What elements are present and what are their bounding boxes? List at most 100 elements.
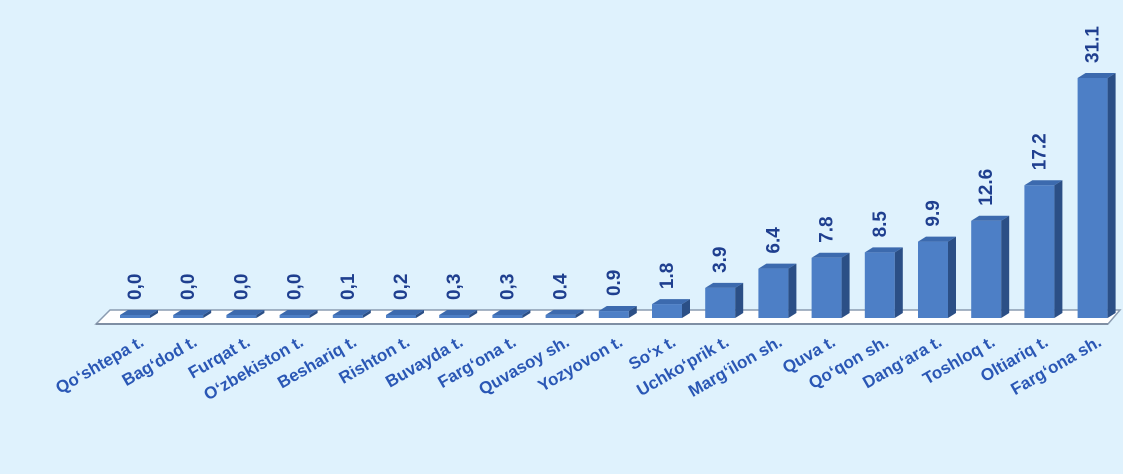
bar-side	[150, 310, 158, 318]
bar-front	[386, 315, 416, 318]
bar-front	[652, 304, 682, 318]
bar	[332, 310, 371, 318]
bar-front	[705, 287, 736, 318]
bar-front	[864, 252, 895, 318]
bar-side	[1054, 180, 1063, 318]
bar-side	[469, 310, 478, 318]
bar	[120, 310, 158, 318]
bar-top	[120, 310, 158, 315]
category-labels-group: Qo‘shtepa t.Bag‘dod t.Furqat t.O‘zbekist…	[52, 332, 1104, 404]
bar-side	[575, 309, 584, 318]
bar-top	[1077, 73, 1116, 78]
bar	[1024, 180, 1063, 318]
bar-top	[652, 299, 690, 305]
bar-front	[598, 311, 629, 318]
bar-side	[788, 263, 797, 318]
bar	[705, 282, 744, 318]
bar-front	[279, 315, 310, 318]
bar	[811, 252, 850, 318]
bar-side	[894, 247, 903, 318]
bar-top	[439, 310, 478, 315]
value-label: 0,0	[231, 274, 252, 300]
bar-side	[735, 282, 744, 318]
bar-top	[1024, 180, 1063, 186]
bar-top	[811, 252, 850, 258]
bar-top	[173, 310, 212, 315]
bar-front	[173, 315, 204, 318]
bar-side	[362, 310, 371, 318]
bar-side	[628, 306, 637, 318]
bar-top	[864, 247, 903, 253]
category-label: Farg‘ona sh.	[1008, 332, 1105, 399]
bar	[439, 310, 478, 318]
value-label: 7.8	[817, 216, 838, 242]
bar-side	[522, 310, 531, 318]
bar-top	[492, 310, 531, 315]
bar-side	[682, 299, 690, 318]
bars-group	[120, 73, 1116, 318]
bar	[652, 299, 690, 318]
value-label: 0.4	[551, 273, 572, 300]
bar-top	[386, 310, 424, 315]
bar-side	[309, 310, 318, 318]
bar	[918, 236, 956, 318]
value-label: 0,3	[444, 274, 465, 300]
value-label: 0,0	[125, 274, 146, 300]
value-label: 12.6	[976, 169, 997, 206]
bar	[971, 215, 1010, 318]
bar	[173, 310, 212, 318]
bar-top	[705, 282, 744, 288]
bar-front	[1077, 78, 1108, 318]
bar	[864, 247, 903, 318]
bar-front	[1024, 185, 1055, 318]
bar-side	[841, 252, 850, 318]
bar-top	[598, 306, 637, 312]
value-label: 0,2	[391, 274, 412, 300]
value-label: 0,3	[497, 274, 518, 300]
value-label: 8.5	[870, 211, 891, 238]
value-label: 31.1	[1083, 26, 1104, 63]
bar-front	[120, 315, 150, 318]
bar	[1077, 73, 1116, 318]
bar-front	[226, 315, 257, 318]
value-label: 0,1	[338, 273, 359, 300]
bar-top	[758, 263, 797, 269]
bar-top	[279, 310, 318, 315]
bar	[492, 310, 531, 318]
value-label: 0.9	[604, 270, 625, 296]
bar-front	[545, 314, 576, 318]
bar-front	[918, 241, 948, 318]
bar	[758, 263, 797, 318]
bar-side	[256, 310, 265, 318]
value-label: 0,0	[178, 274, 199, 300]
value-label: 9.9	[923, 200, 944, 226]
value-label: 3.9	[710, 246, 731, 272]
bar-front	[332, 315, 363, 318]
bar	[226, 310, 265, 318]
bar	[386, 310, 424, 318]
bar-side	[203, 310, 212, 318]
bar-front	[811, 257, 842, 318]
value-labels-group: 0,0 0,0 0,0 0,0 0,1 0,2 0,3 0,3 0.4 0.9 1.8 3.9 6.4 7…	[125, 26, 1104, 300]
value-label: 6.4	[763, 227, 784, 254]
bar-top	[971, 215, 1010, 221]
bar-front	[758, 268, 789, 318]
bar	[279, 310, 318, 318]
bar-top	[332, 310, 371, 315]
bar-front	[971, 220, 1002, 318]
bar-top	[226, 310, 265, 315]
bar-front	[439, 315, 470, 318]
bar-side	[1001, 215, 1010, 318]
value-label: 17.2	[1029, 133, 1050, 170]
bar-top	[918, 236, 956, 242]
bar-top	[545, 309, 584, 315]
bar-side	[1107, 73, 1116, 318]
value-label: 0,0	[285, 274, 306, 300]
value-label: 1.8	[657, 263, 678, 289]
bar	[598, 306, 637, 318]
bar	[545, 309, 584, 318]
bar-front	[492, 315, 523, 318]
bar-side	[416, 310, 424, 318]
bar-side	[948, 236, 956, 318]
